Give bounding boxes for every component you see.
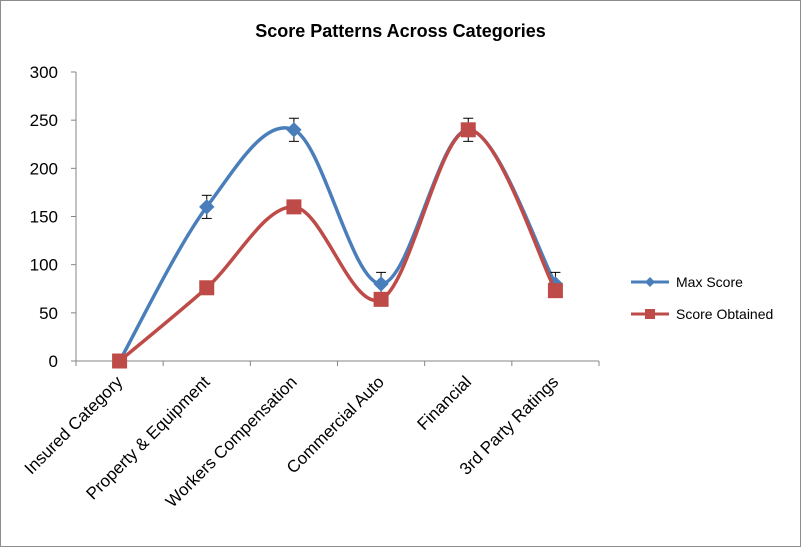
legend-item: Score Obtained — [631, 306, 773, 322]
data-point — [373, 291, 389, 307]
y-tick-label: 150 — [30, 208, 58, 227]
data-point — [112, 353, 128, 369]
data-point — [460, 122, 476, 138]
data-point — [286, 122, 302, 138]
data-point — [286, 199, 302, 215]
y-tick-label: 100 — [30, 256, 58, 275]
legend-item: Max Score — [631, 274, 743, 290]
data-point — [373, 276, 389, 292]
series-line — [118, 128, 557, 363]
data-point — [199, 199, 215, 215]
y-tick-label: 50 — [39, 304, 58, 323]
series-score-obtained — [112, 122, 563, 369]
y-tick-label: 200 — [30, 159, 58, 178]
chart-title: Score Patterns Across Categories — [255, 21, 546, 41]
x-category-label: Financial — [414, 372, 476, 434]
legend: Max Score Score Obtained — [631, 274, 773, 322]
legend-marker — [645, 309, 655, 319]
x-category-label: Commercial Auto — [283, 372, 388, 477]
legend-label: Score Obtained — [676, 306, 773, 322]
legend-label: Max Score — [676, 274, 743, 290]
data-point — [199, 280, 215, 296]
y-tick-label: 250 — [30, 111, 58, 130]
data-point — [547, 283, 563, 299]
legend-marker — [645, 277, 655, 287]
y-tick-label: 300 — [30, 63, 58, 82]
series-line — [118, 126, 557, 362]
y-tick-label: 0 — [49, 352, 58, 371]
